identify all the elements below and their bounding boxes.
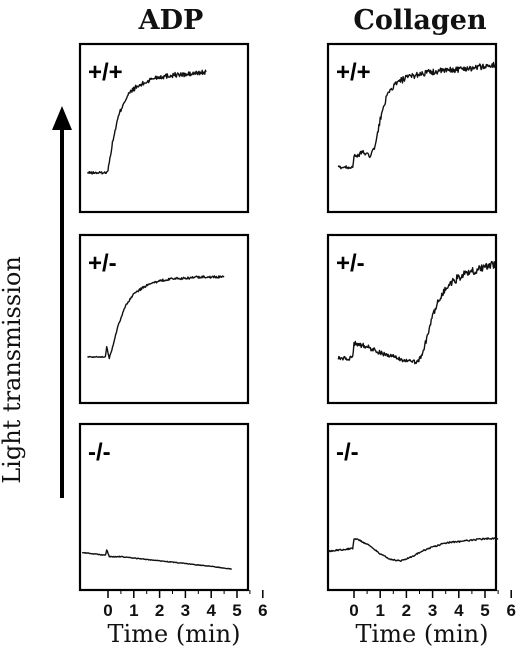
x-tick-label: 3	[181, 601, 190, 620]
x-tick-label: 2	[402, 601, 411, 620]
y-axis-label: Light transmission	[0, 256, 26, 484]
genotype-label: +/+	[88, 59, 123, 86]
panels: +/+ +/+ +/- +/- -/- -/-	[78, 42, 499, 592]
trace-line	[81, 549, 232, 570]
x-tick-label: 6	[258, 601, 267, 620]
column-title-adp: ADP	[138, 5, 204, 36]
trace-line	[86, 69, 207, 175]
genotype-label: +/-	[336, 250, 365, 277]
x-tick-label: 5	[480, 601, 489, 620]
trace-line	[337, 260, 497, 365]
x-axis-label-adp: Time (min)	[108, 620, 241, 648]
x-tick-label: 0	[349, 601, 358, 620]
panel-frame	[326, 42, 498, 214]
trace-line	[87, 275, 225, 360]
panel-adp-ko: -/-	[78, 422, 250, 592]
genotype-label: -/-	[336, 439, 359, 466]
column-title-collagen: Collagen	[353, 5, 487, 36]
panel-frame	[78, 233, 250, 405]
x-tick-label: 1	[129, 601, 138, 620]
panel-collagen-wt: +/+	[326, 42, 498, 214]
genotype-label: +/+	[336, 59, 371, 86]
y-axis-arrow	[52, 106, 72, 498]
x-tick-label: 4	[206, 601, 216, 620]
panel-frame	[78, 42, 250, 214]
x-tick-label: 3	[428, 601, 437, 620]
panel-collagen-het: +/-	[326, 233, 498, 405]
x-tick-label: 5	[232, 601, 241, 620]
x-tick-label: 2	[155, 601, 164, 620]
trace-line	[327, 537, 499, 562]
genotype-label: +/-	[88, 250, 117, 277]
panel-frame	[326, 422, 498, 592]
x-tick-label: 4	[454, 601, 464, 620]
genotype-label: -/-	[88, 439, 111, 466]
x-tick-label: 6	[506, 601, 515, 620]
panel-collagen-ko: -/-	[326, 422, 499, 592]
panel-frame	[78, 422, 250, 592]
panel-frame	[326, 233, 498, 405]
x-tick-label: 1	[375, 601, 384, 620]
panel-adp-het: +/-	[78, 233, 250, 405]
panel-adp-wt: +/+	[78, 42, 250, 214]
x-tick-label: 0	[103, 601, 112, 620]
x-axis-label-collagen: Time (min)	[356, 620, 489, 648]
trace-line	[337, 61, 497, 170]
